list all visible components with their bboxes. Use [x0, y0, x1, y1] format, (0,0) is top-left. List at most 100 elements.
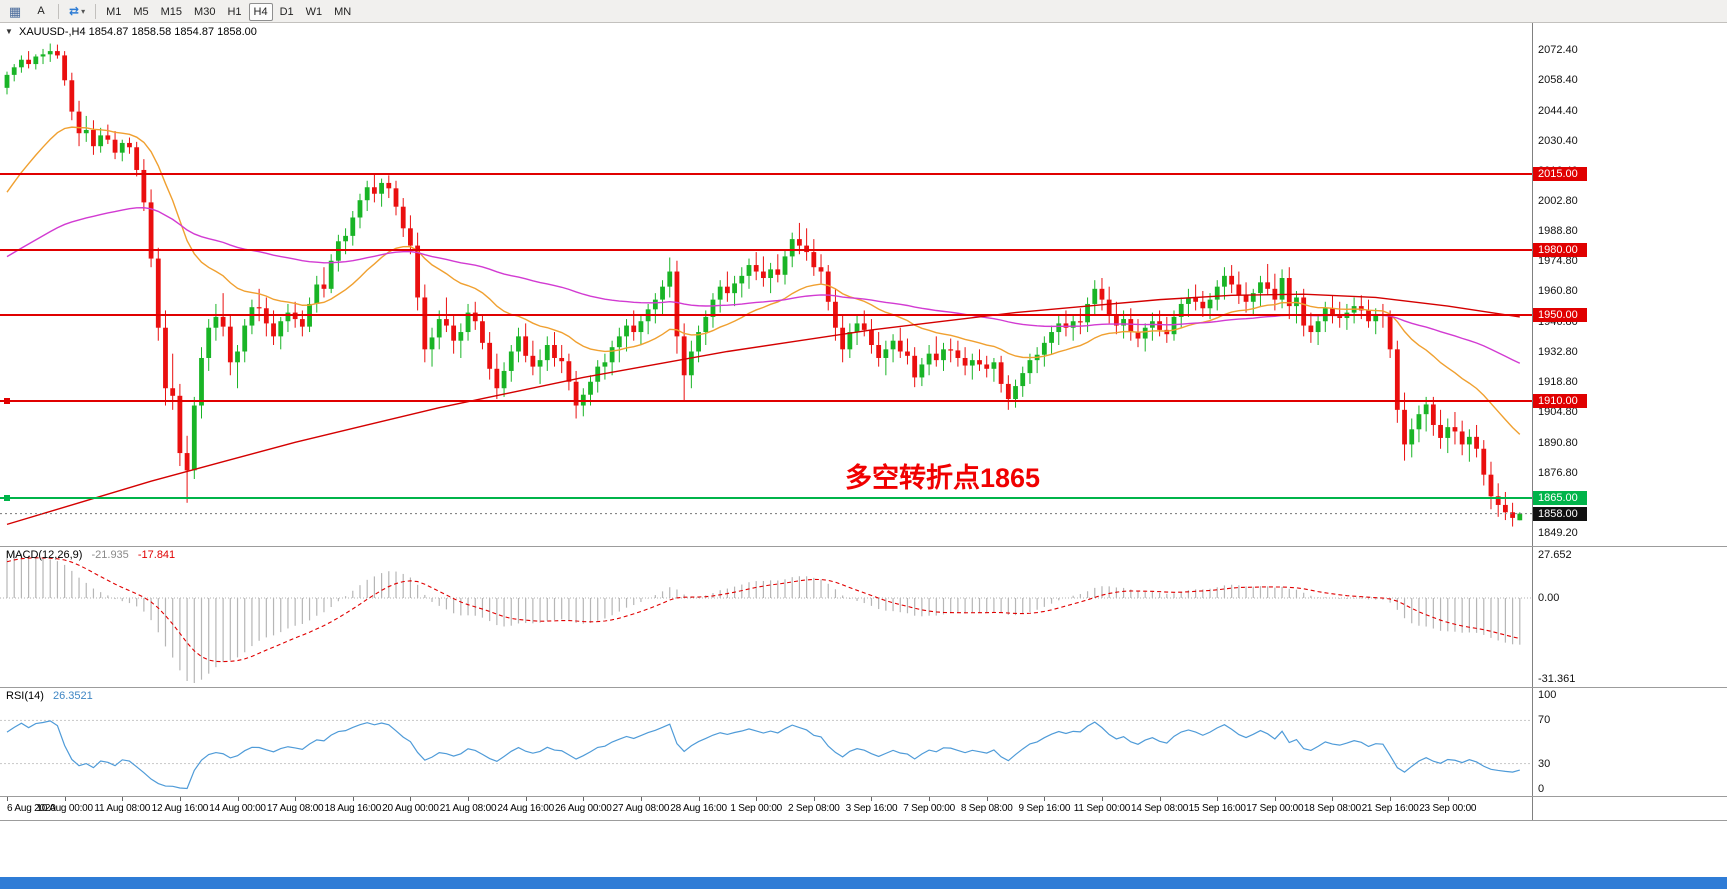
price-axis-tick: 1960.80 [1538, 285, 1578, 298]
price-axis-tick: 1918.80 [1538, 376, 1578, 389]
timeframe-button-h4[interactable]: H4 [248, 2, 273, 21]
annotation-text[interactable]: 多空转折点1865 [845, 463, 1041, 493]
time-axis-label: 1 Sep 00:00 [730, 803, 783, 814]
macd-value-main: -21.935 [91, 549, 129, 561]
rsi-canvas[interactable] [0, 688, 1532, 796]
time-axis-tick [1044, 797, 1046, 801]
time-axis-label: 9 Sep 16:00 [1018, 803, 1071, 814]
chart-title-text: XAUUSD-,H4 1854.87 1858.58 1854.87 1858.… [18, 26, 257, 38]
price-axis-tick: 1849.20 [1538, 526, 1578, 539]
horizontal-line-1865.00[interactable] [0, 495, 1532, 502]
time-axis-tick [1101, 797, 1103, 801]
time-axis[interactable]: 6 Aug 2020 10 Aug 00:00 11 Aug 08:00 12 Aug… [0, 797, 1727, 821]
text-label-button[interactable]: A [29, 2, 53, 20]
time-axis-tick [410, 797, 412, 801]
time-axis-tick [1217, 797, 1219, 801]
time-axis-label: 14 Aug 00:00 [209, 803, 266, 814]
rsi-pane[interactable]: RSI(14) 26.3521 100 70 30 0 [0, 688, 1727, 797]
macd-axis[interactable]: 27.652 0.00 -31.361 [1532, 547, 1727, 687]
timeframe-button-m1[interactable]: M1 [101, 3, 126, 21]
time-axis-tick [986, 797, 988, 801]
chart-window: ▼ XAUUSD-,H4 1854.87 1858.58 1854.87 185… [0, 23, 1727, 821]
cycle-arrows-button[interactable]: ⇄ ▾ [64, 2, 90, 20]
price-axis-tick: 2002.80 [1538, 194, 1578, 207]
time-axis-label: 6 Aug 2020 [7, 803, 56, 814]
line-handle[interactable] [4, 398, 10, 405]
price-pane[interactable]: ▼ XAUUSD-,H4 1854.87 1858.58 1854.87 185… [0, 23, 1727, 547]
bottom-strip [0, 877, 1727, 889]
price-axis-tick: 2072.40 [1538, 44, 1578, 57]
timeframe-button-w1[interactable]: W1 [301, 3, 328, 21]
price-level-badge-1980.00: 1980.00 [1533, 242, 1587, 257]
price-axis-tick: 2044.40 [1538, 104, 1578, 117]
symbol-caret-icon[interactable]: ▼ [5, 27, 13, 36]
time-axis-label: 7 Sep 00:00 [903, 803, 955, 814]
horizontal-line-1950.00[interactable] [0, 313, 1532, 316]
current-price-badge: 1858.00 [1533, 506, 1587, 521]
price-axis[interactable]: 2072.402058.402044.402030.402016.402002.… [1532, 23, 1727, 546]
price-level-badge-1950.00: 1950.00 [1533, 307, 1587, 322]
timeframe-button-m30[interactable]: M30 [189, 3, 220, 21]
time-axis-tick [813, 797, 815, 801]
time-axis-tick [1274, 797, 1276, 801]
horizontal-line-1980.00[interactable] [0, 248, 1532, 251]
price-chart-canvas[interactable] [0, 23, 1532, 546]
time-axis-label: 18 Sep 08:00 [1303, 803, 1362, 814]
macd-axis-tick: -31.361 [1538, 673, 1576, 685]
time-axis-label: 23 Sep 00:00 [1419, 803, 1477, 814]
rsi-axis-tick: 0 [1538, 783, 1545, 795]
time-axis-label: 21 Aug 08:00 [439, 803, 497, 814]
time-axis-tick [1447, 797, 1449, 801]
price-level-badge-2015.00: 2015.00 [1533, 167, 1587, 182]
time-axis-label: 26 Aug 00:00 [555, 803, 612, 814]
horizontal-line-2015.00[interactable] [0, 173, 1532, 176]
time-axis-tick [871, 797, 873, 801]
rsi-axis[interactable]: 100 70 30 0 [1532, 688, 1727, 796]
horizontal-line-1910.00[interactable] [0, 398, 1532, 405]
timeframe-button-mn[interactable]: MN [329, 3, 356, 21]
time-axis-tick [583, 797, 585, 801]
price-axis-tick: 1890.80 [1538, 436, 1578, 449]
time-axis-label: 18 Aug 16:00 [324, 803, 382, 814]
time-axis-tick [122, 797, 124, 801]
toolbar-separator [58, 3, 59, 19]
timeframe-button-m5[interactable]: M5 [128, 3, 153, 21]
time-axis-tick [237, 797, 239, 801]
line-handle[interactable] [4, 495, 10, 502]
price-axis-tick: 2030.40 [1538, 134, 1578, 147]
price-axis-tick: 2058.40 [1538, 74, 1578, 87]
rsi-axis-tick: 70 [1538, 714, 1551, 727]
timeframe-button-h1[interactable]: H1 [222, 3, 246, 21]
macd-label: MACD(12,26,9) -21.935 -17.841 [6, 549, 175, 561]
time-axis-label: 14 Sep 08:00 [1131, 803, 1189, 814]
timeframe-button-d1[interactable]: D1 [275, 3, 299, 21]
time-axis-tick [64, 797, 66, 801]
macd-canvas[interactable] [0, 547, 1532, 687]
time-axis-tick [640, 797, 642, 801]
rsi-axis-tick: 100 [1538, 689, 1557, 701]
time-axis-label: 2 Sep 08:00 [787, 803, 840, 814]
cycle-arrows-icon: ⇄ [69, 4, 80, 18]
macd-pane[interactable]: MACD(12,26,9) -21.935 -17.841 27.652 0.00… [0, 547, 1727, 688]
rsi-value: 26.3521 [52, 690, 93, 702]
price-level-badge-1865.00: 1865.00 [1533, 491, 1587, 506]
grid-icon: ▦ [8, 3, 22, 19]
time-axis-tick [179, 797, 181, 801]
time-axis-tick [468, 797, 470, 801]
time-axis-label: 27 Aug 08:00 [612, 803, 670, 814]
timeframe-button-m15[interactable]: M15 [156, 3, 187, 21]
tick-chart-button[interactable]: ▦ [3, 2, 27, 20]
time-axis-label: 17 Sep 00:00 [1246, 803, 1304, 814]
price-axis-tick: 1988.80 [1538, 224, 1578, 237]
time-axis-tick [698, 797, 700, 801]
axis-separator [1532, 797, 1533, 820]
toolbar-separator [95, 3, 97, 19]
price-level-badge-1910.00: 1910.00 [1533, 394, 1587, 409]
bottom-space [0, 821, 1727, 877]
time-axis-tick [525, 797, 527, 801]
time-axis-tick [1159, 797, 1161, 801]
time-axis-label: 3 Sep 16:00 [845, 803, 898, 814]
time-axis-label: 28 Aug 16:00 [670, 803, 727, 814]
dropdown-caret-icon: ▾ [81, 6, 86, 16]
